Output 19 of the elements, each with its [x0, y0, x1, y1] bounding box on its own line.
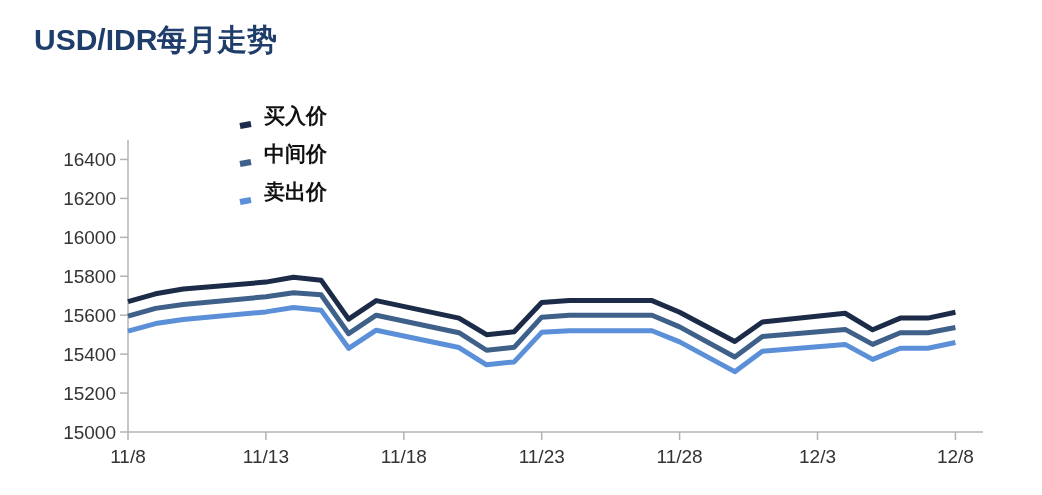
- legend-label: 中间价: [264, 142, 328, 165]
- y-tick-label: 15400: [63, 344, 116, 366]
- y-tick-label: 15600: [63, 305, 116, 327]
- legend-label: 买入价: [264, 104, 328, 127]
- x-tick-label: 11/8: [110, 446, 146, 467]
- x-tick-label: 11/28: [656, 446, 703, 467]
- x-tick-label: 11/23: [518, 446, 565, 467]
- x-tick-label: 12/8: [936, 446, 974, 467]
- y-tick-label: 16400: [63, 149, 116, 171]
- y-tick-label: 15800: [63, 266, 116, 288]
- legend-label: 卖出价: [264, 180, 328, 203]
- x-tick-label: 12/3: [799, 446, 837, 467]
- chart-title: USD/IDR每月走势: [34, 23, 278, 56]
- x-tick-label: 11/13: [242, 446, 289, 467]
- y-tick-label: 16200: [63, 188, 116, 210]
- y-tick-label: 15200: [63, 383, 116, 405]
- y-tick-label: 16000: [63, 227, 116, 249]
- y-tick-label: 15000: [63, 422, 116, 443]
- x-tick-label: 11/18: [380, 446, 427, 467]
